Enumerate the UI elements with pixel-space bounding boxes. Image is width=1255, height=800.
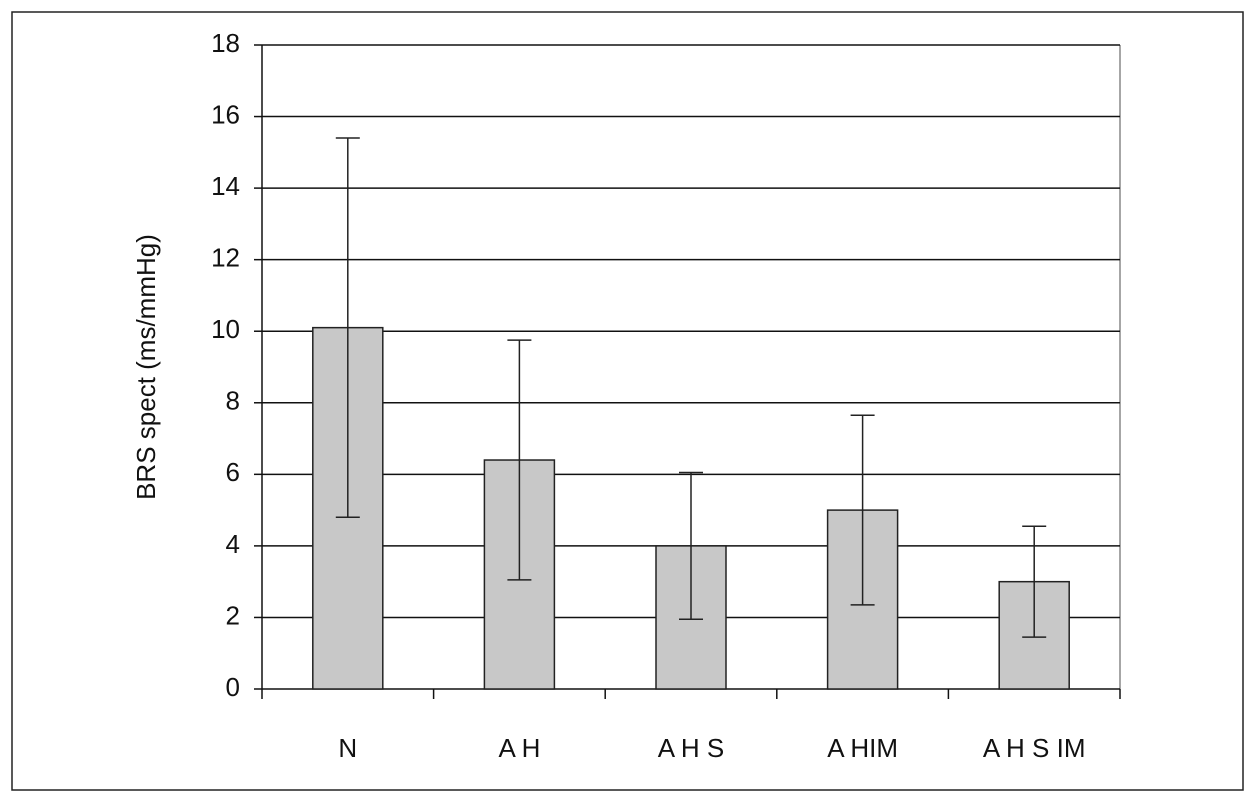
- y-tick-label: 16: [211, 99, 240, 129]
- error-bar: [1022, 525, 1047, 638]
- error-bar: [850, 414, 875, 606]
- error-bar: [507, 339, 532, 581]
- y-tick-label: 18: [211, 28, 240, 58]
- y-tick-label: 10: [211, 314, 240, 344]
- x-tick-label: A HIM: [827, 733, 898, 763]
- x-tick-label: A H: [498, 733, 540, 763]
- y-tick-label: 2: [226, 600, 240, 630]
- x-tick-label: A H S: [658, 733, 724, 763]
- y-tick-label: 4: [226, 529, 240, 559]
- y-tick-label: 14: [211, 171, 240, 201]
- frame: [11, 11, 1244, 791]
- y-tick-label: 8: [226, 386, 240, 416]
- error-bar: [679, 471, 703, 620]
- y-tick-label: 0: [226, 672, 240, 702]
- error-bar: [335, 137, 360, 519]
- x-tick-label: A H S IM: [983, 733, 1086, 763]
- x-tick-label: N: [338, 733, 357, 763]
- y-tick-label: 12: [211, 243, 240, 273]
- y-tick-label: 6: [226, 457, 240, 487]
- y-axis-label: BRS spect (ms/mmHg): [131, 234, 161, 500]
